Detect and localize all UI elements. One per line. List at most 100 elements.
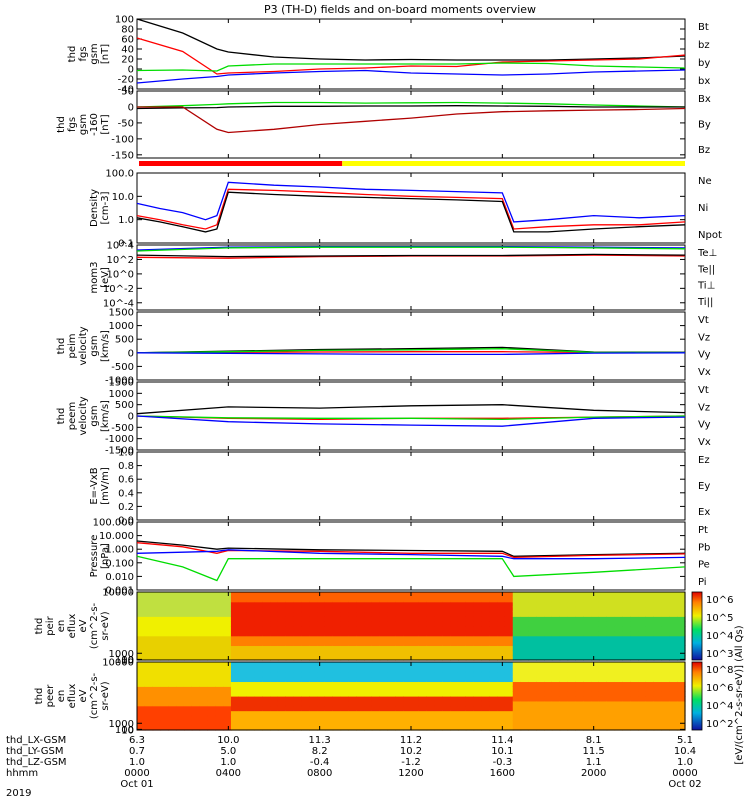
spectrogram-cell [395,710,404,717]
spectrogram-cell [442,705,451,712]
spectrogram-cell [434,640,443,647]
spectrogram-cell [332,621,342,627]
spectrogram-cell [677,592,686,598]
spectrogram-cell [379,630,389,637]
y-axis-label: (cm^2-s- [89,672,100,719]
spectrogram-cell [395,696,404,702]
spectrogram-cell [387,592,396,598]
spectrogram-cell [622,725,631,731]
spectrogram-cell [348,640,357,647]
spectrogram-cell [465,715,475,721]
spectrogram-cell [504,626,514,632]
spectrogram-cell [411,606,420,613]
spectrogram-cell [481,635,490,642]
spectrogram-cell [559,700,569,707]
spectrogram-cell [677,616,686,622]
spectrogram-cell [356,635,365,642]
spectrogram-cell [465,640,475,647]
spectrogram-cell [199,662,209,668]
spectrogram-cell [183,621,193,627]
spectrogram-cell [504,616,514,622]
spectrogram-cell [442,601,451,608]
colorbar-tick-label: 10^2 [706,719,733,730]
spectrogram-cell [395,640,404,647]
spectrogram-cell [254,676,263,683]
spectrogram-cell [191,666,201,673]
spectrogram-cell [152,601,162,608]
spectrogram-cell [254,601,263,608]
spectrogram-cell [669,696,678,702]
spectrogram-cell [183,592,193,598]
y-axis-label: eV [78,619,89,632]
spectrogram-cell [238,705,248,712]
spectrogram-cell [168,616,177,622]
spectrogram-cell [528,676,537,683]
spectrogram-cell [551,681,561,687]
y-axis-label: mom3 [89,262,100,294]
y-tick-label: 100.000 [93,518,134,529]
spectrogram-cell [191,601,201,608]
spectrogram-cell [183,710,193,717]
spectrogram-cell [442,700,451,707]
colorbar-tick-label: 10^4 [706,631,733,642]
spectrogram-cell [137,671,146,678]
spectrogram-cell [551,630,561,637]
figure-title: P3 (TH-D) fields and on-board moments ov… [264,3,536,16]
spectrogram-cell [559,616,569,622]
y-axis-label: sr-eV) [100,611,111,640]
spectrogram-cell [481,611,490,617]
spectrogram-cell [160,650,169,656]
spectrogram-cell [520,710,530,717]
spectrogram-cell [638,676,647,683]
spectrogram-cell [544,645,553,651]
spectrogram-cell [191,681,201,687]
spectrogram-cell [379,666,389,673]
spectrogram-cell [317,592,326,598]
spectrogram-cell [411,601,420,608]
spectrogram-cell [465,655,475,661]
spectrogram-cell [207,592,216,598]
spectrogram-cell [309,681,318,687]
spectrogram-cell [183,655,193,661]
spectrogram-cell [473,645,483,651]
spectrogram-cell [387,710,396,717]
spectrogram-cell [176,601,185,608]
spectrogram-cell [638,686,647,692]
legend-label: bx [698,76,710,87]
spectrogram-cell [371,662,381,668]
spectrogram-cell [144,621,154,627]
spectrogram-cell [317,606,326,613]
spectrogram-cell [301,662,310,668]
spectrogram-cell [677,710,686,717]
spectrogram-cell [223,705,232,712]
spectrogram-cell [450,616,459,622]
spectrogram-cell [152,720,162,726]
spectrogram-cell [246,606,256,613]
spectrogram-cell [661,616,670,622]
panel-frame [136,381,686,451]
spectrogram-cell [270,645,279,651]
spectrogram-cell [199,696,209,702]
spectrogram-cell [520,691,530,697]
spectrogram-cell [277,596,287,603]
spectrogram-cell [622,640,631,647]
spectrogram-cell [411,616,420,622]
spectrogram-cell [481,666,490,673]
spectrogram-cell [606,715,616,721]
spectrogram-cell [669,715,678,721]
spectrogram-cell [293,696,302,702]
spectrogram-cell [379,720,389,726]
spectrogram-cell [442,671,451,678]
spectrogram-cell [630,715,639,721]
spectrogram-cell [309,676,318,683]
spectrogram-cell [246,626,256,632]
spectrogram-cell [293,650,302,656]
spectrogram-cell [379,705,389,712]
spectrogram-cell [418,710,428,717]
spectrogram-cell [426,705,436,712]
spectrogram-cell [371,715,381,721]
spectrogram-cell [591,640,600,647]
spectrogram-cell [152,691,162,697]
spectrogram-cell [293,681,302,687]
spectrogram-cell [152,596,162,603]
